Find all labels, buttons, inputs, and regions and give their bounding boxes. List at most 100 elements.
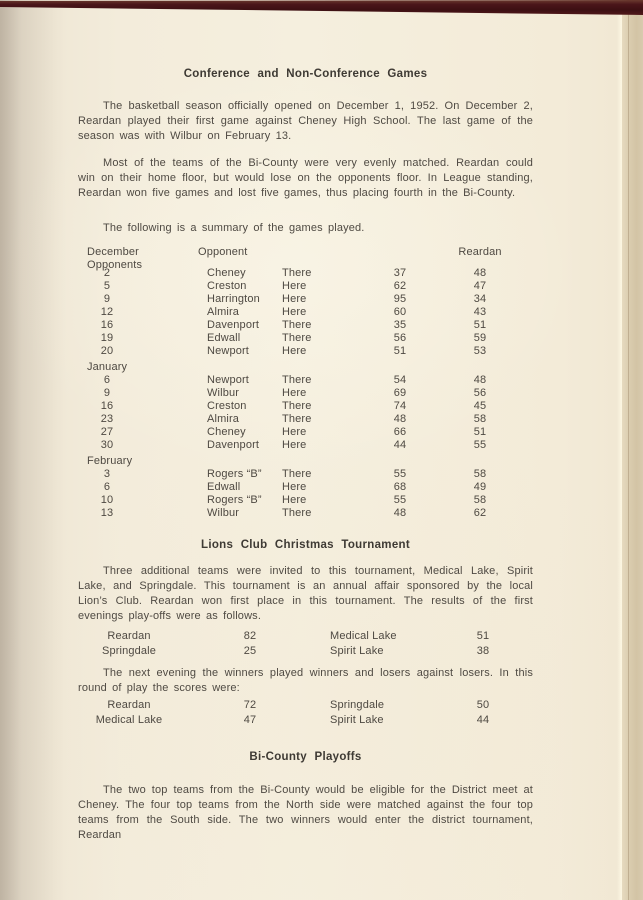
table-row: 12 Almira Here 60 43 <box>87 306 520 319</box>
cell-site: Here <box>282 439 307 451</box>
cell-spacer <box>127 439 207 452</box>
cell-spacer <box>127 332 207 345</box>
score-row: Medical Lake 47 Spirit Lake 44 <box>88 713 519 728</box>
cell-spacer <box>127 267 207 280</box>
cell-spacer <box>127 374 207 387</box>
cell-day: 2 <box>103 267 111 279</box>
table-row: 16 Creston There 74 45 <box>87 400 520 413</box>
month-label: February <box>87 455 133 467</box>
page-edge-stack <box>622 0 643 900</box>
table-header-reardan: Reardan <box>458 246 502 258</box>
cell-day: 30 <box>100 439 114 451</box>
table-row: 30 Davenport Here 44 55 <box>87 439 520 452</box>
cell-score-a: 25 <box>243 645 257 658</box>
table-row: 27 Cheney Here 66 51 <box>87 426 520 439</box>
cell-opponent: Edwall <box>207 481 241 493</box>
cell-reardan-score: 62 <box>393 280 407 292</box>
cell-site: There <box>282 413 312 425</box>
cell-site: Here <box>282 481 307 493</box>
cell-reardan-score: 69 <box>393 387 407 399</box>
cell-opponent: Rogers “B” <box>207 468 262 480</box>
table-row: 19 Edwall There 56 59 <box>87 332 520 345</box>
cell-site: Here <box>282 426 307 438</box>
table-header-row: December Opponent Reardan Opponents <box>87 246 520 271</box>
cell-reardan-score: 55 <box>393 468 407 480</box>
cell-spacer <box>127 494 207 507</box>
table-row: 23 Almira There 48 58 <box>87 413 520 426</box>
cell-site: There <box>282 400 312 412</box>
page-edge-line <box>628 0 629 900</box>
cell-score-a: 72 <box>243 699 257 711</box>
page-edge-highlight <box>617 0 622 900</box>
cell-spacer <box>127 413 207 426</box>
paragraph-tournament-intro: Three additional teams were invited to t… <box>78 565 533 622</box>
cell-opponent: Edwall <box>207 332 241 344</box>
cell-reardan-score: 44 <box>393 439 407 451</box>
paragraph-season-opening: The basketball season officially opened … <box>78 100 533 142</box>
cell-score-a: 47 <box>243 714 257 727</box>
cell-spacer <box>127 468 207 481</box>
cell-day: 3 <box>103 468 111 480</box>
cell-opponent: Davenport <box>207 439 260 451</box>
cell-opponent-score: 47 <box>473 280 487 292</box>
month-label: January <box>87 361 128 373</box>
cell-opponent-score: 58 <box>473 468 487 480</box>
cell-opponent-score: 43 <box>473 306 487 318</box>
cell-day: 19 <box>100 332 114 344</box>
cell-opponent-score: 58 <box>473 413 487 425</box>
cell-score-a: 82 <box>243 630 257 642</box>
cell-reardan-score: 37 <box>393 267 407 279</box>
tournament-round1-scores: Reardan 82 Medical Lake 51 Springdale 25 Spiri… <box>88 629 519 660</box>
table-row: 9 Wilbur Here 69 56 <box>87 387 520 400</box>
cell-site: There <box>282 332 312 344</box>
cell-opponent: Newport <box>207 345 250 357</box>
paragraph-playoffs: The two top teams from the Bi-County wou… <box>78 784 533 841</box>
cell-reardan-score: 60 <box>393 306 407 318</box>
cell-reardan-score: 35 <box>393 319 407 331</box>
cell-day: 12 <box>100 306 114 318</box>
cell-site: Here <box>282 306 307 318</box>
cell-day: 27 <box>100 426 114 438</box>
cell-opponent: Rogers “B” <box>207 494 262 506</box>
section-heading-tournament: Lions Club Christmas Tournament <box>201 539 410 551</box>
cell-day: 5 <box>103 280 111 292</box>
table-header-opponent: Opponent <box>198 246 248 258</box>
cell-day: 9 <box>103 293 111 305</box>
cell-site: There <box>282 267 312 279</box>
cell-score-b: 38 <box>476 645 490 658</box>
cell-spacer <box>127 306 207 319</box>
cell-spacer <box>127 293 207 306</box>
cell-team-b: Medical Lake <box>330 630 397 642</box>
cell-spacer <box>127 507 207 520</box>
cell-opponent-score: 51 <box>473 426 487 438</box>
cell-reardan-score: 74 <box>393 400 407 412</box>
table-row: 9 Harrington Here 95 34 <box>87 293 520 306</box>
cell-day: 6 <box>103 374 111 386</box>
cell-reardan-score: 95 <box>393 293 407 305</box>
table-header-spacer <box>360 246 440 259</box>
table-row: 2 Cheney There 37 48 <box>87 267 520 280</box>
cell-site: There <box>282 374 312 386</box>
cell-opponent: Cheney <box>207 426 246 438</box>
cell-spacer <box>127 319 207 332</box>
score-row: Reardan 82 Medical Lake 51 <box>88 629 519 644</box>
cell-day: 20 <box>100 345 114 357</box>
cell-site: There <box>282 319 312 331</box>
cell-site: Here <box>282 345 307 357</box>
table-row: 13 Wilbur There 48 62 <box>87 507 520 520</box>
cell-opponent: Wilbur <box>207 387 240 399</box>
cell-reardan-score: 51 <box>393 345 407 357</box>
table-row: 5 Creston Here 62 47 <box>87 280 520 293</box>
tournament-round2-scores: Reardan 72 Springdale 50 Medical Lake 47 Spiri… <box>88 698 519 729</box>
cell-day: 23 <box>100 413 114 425</box>
cell-team-a: Reardan <box>107 699 151 711</box>
cell-opponent-score: 53 <box>473 345 487 357</box>
cell-opponent-score: 55 <box>473 439 487 451</box>
cell-team-a: Medical Lake <box>95 714 163 727</box>
cell-site: There <box>282 507 312 519</box>
cell-reardan-score: 56 <box>393 332 407 344</box>
paragraph-summary-intro: The following is a summary of the games … <box>103 222 365 234</box>
cell-spacer <box>127 481 207 494</box>
